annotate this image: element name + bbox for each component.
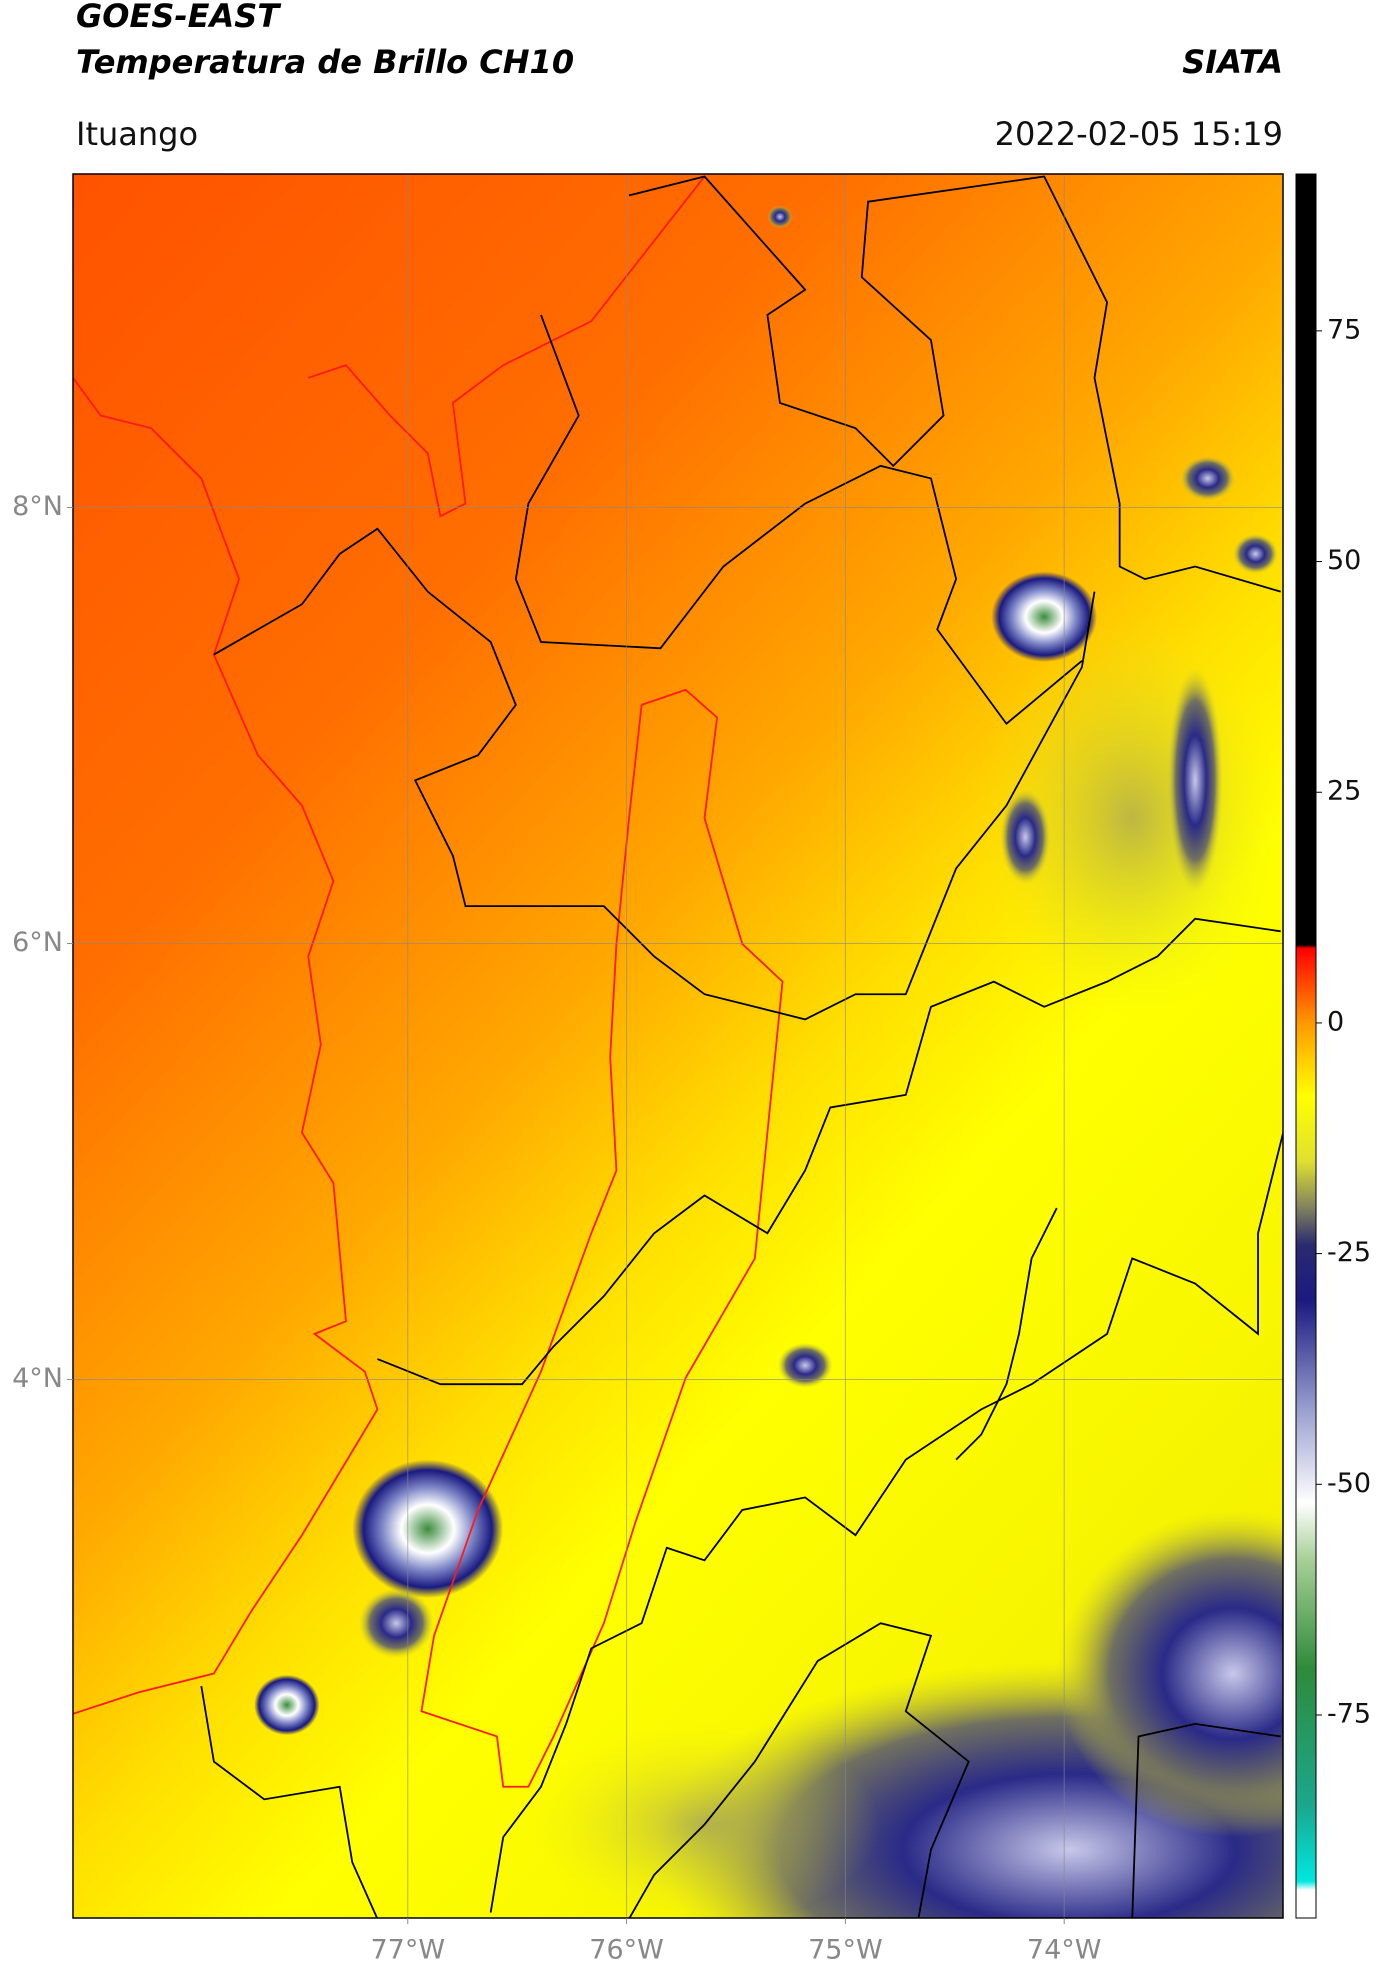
y-tick-label: 4°N [12,1363,63,1394]
admin-border [516,315,1082,724]
colorbar-tick-label: 0 [1327,1006,1344,1037]
colorbar-tick-label: -25 [1327,1237,1371,1268]
map-features [73,177,1284,1919]
satellite-title: GOES-EAST [76,0,281,35]
colorbar-tick-label: 25 [1327,776,1361,807]
y-tick-label: 6°N [12,927,63,958]
x-tick-label: 74°W [1027,1935,1102,1966]
colorbar-tick-label: -75 [1327,1698,1371,1729]
datetime-label: 2022-02-05 15:19 [995,115,1283,153]
colorbar-tick-label: 50 [1327,545,1361,576]
admin-border [214,529,1095,1020]
basin-boundary [421,690,782,1787]
cloud [1232,533,1279,575]
cloud [767,205,793,229]
cloud [1056,1510,1283,1838]
admin-border [629,177,1281,592]
admin-border [1132,1724,1280,1919]
admin-border [491,1133,1284,1913]
x-tick-label: 75°W [808,1935,883,1966]
cloud [528,1723,881,1918]
admin-border [956,1208,1057,1460]
admin-border [201,1686,377,1919]
product-title: Temperatura de Brillo CH10 [76,43,574,81]
y-tick-label: 8°N [12,491,63,522]
cloud [358,1587,435,1659]
storm [254,1674,320,1736]
cloud [1000,789,1051,885]
region-label: Ituango [76,115,198,153]
colorbar [1295,173,1317,1919]
cloud [777,1342,833,1388]
grid [73,174,1283,1918]
map-frame [72,173,1284,1919]
colorbar-tick-label: -50 [1327,1468,1371,1499]
storm [991,571,1098,663]
colorbar-tick-label: 75 [1327,314,1361,345]
source-label: SIATA [1182,43,1283,81]
cloud [1180,455,1236,502]
admin-border [629,1623,969,1919]
coastline [308,177,704,517]
storm [352,1459,504,1599]
x-tick-label: 77°W [370,1935,445,1966]
map-image [73,174,1284,1919]
cloud [1167,667,1223,894]
x-tick-label: 76°W [589,1935,664,1966]
admin-border [377,919,1280,1384]
coastline [73,378,377,1714]
